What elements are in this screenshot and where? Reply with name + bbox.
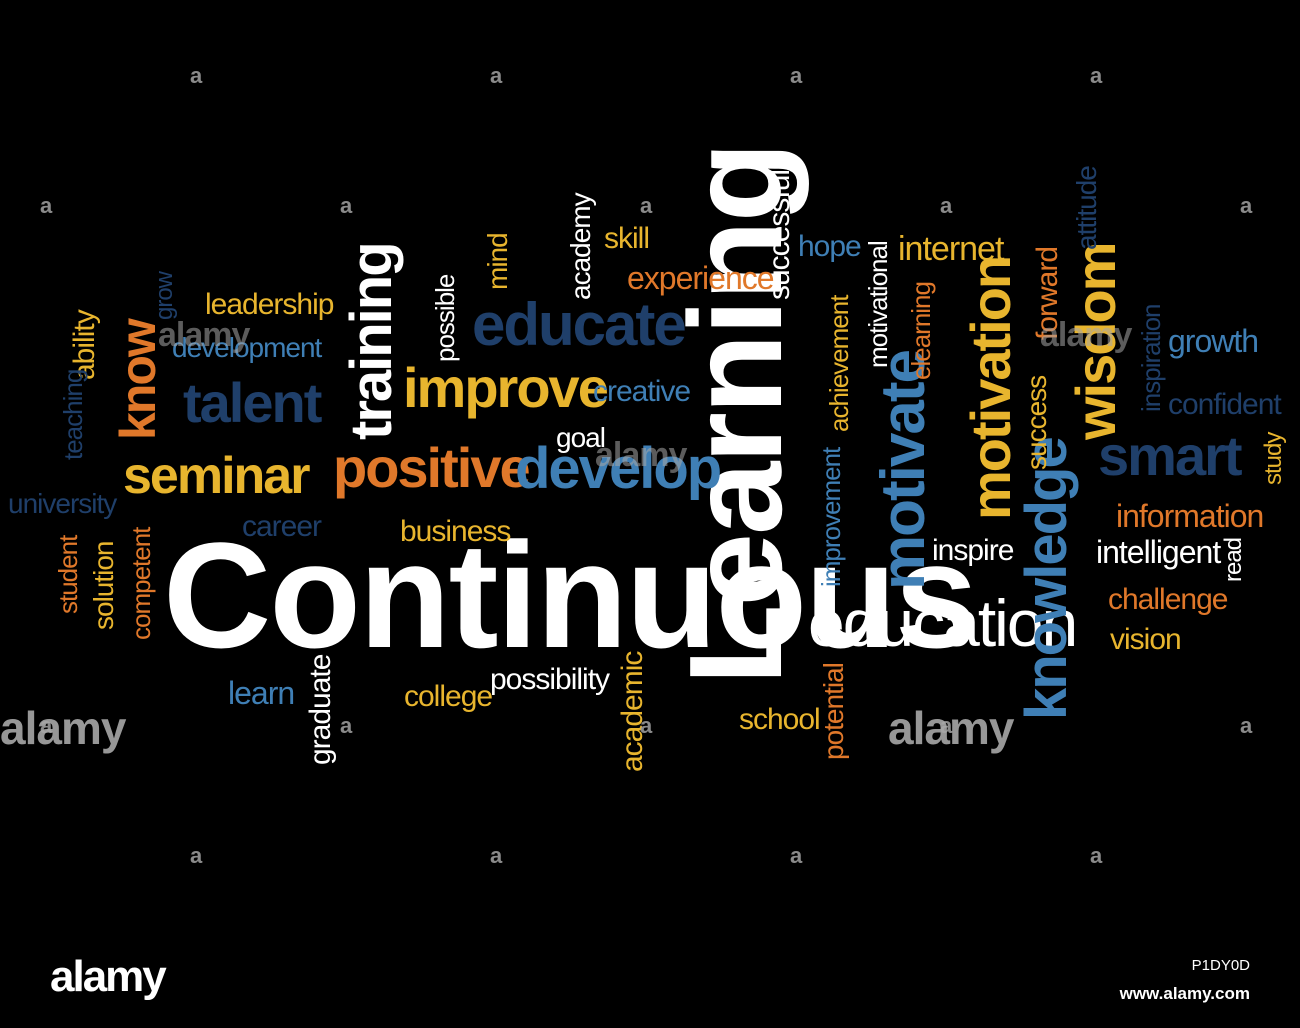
cloud-word: motivation xyxy=(959,256,1022,520)
watermark-letter: a xyxy=(940,713,953,738)
cloud-word: learn xyxy=(228,675,295,711)
cloud-word: motivate xyxy=(869,351,938,590)
cloud-word: seminar xyxy=(123,447,310,505)
cloud-word: experience xyxy=(627,260,775,296)
watermark-letter: a xyxy=(490,843,503,868)
cloud-word: vision xyxy=(1110,623,1182,656)
watermark-letter: a xyxy=(790,843,803,868)
cloud-word: challenge xyxy=(1108,583,1228,616)
cloud-word: achievement xyxy=(824,295,854,432)
cloud-word: positive xyxy=(333,436,531,499)
cloud-word: inspire xyxy=(932,534,1014,567)
watermark-letter: a xyxy=(1240,713,1253,738)
cloud-word: elearning xyxy=(906,282,936,380)
cloud-word: competent xyxy=(126,527,156,640)
cloud-word: inspiration xyxy=(1136,304,1166,412)
cloud-word: development xyxy=(172,332,322,363)
cloud-word: leadership xyxy=(205,288,334,321)
cloud-word: study xyxy=(1260,432,1287,485)
watermark-letter: a xyxy=(190,843,203,868)
cloud-word: growth xyxy=(1168,323,1259,359)
cloud-word: Continuous xyxy=(163,511,978,679)
cloud-word: solution xyxy=(88,541,119,630)
watermark-letter: a xyxy=(940,193,953,218)
watermark-letter: a xyxy=(190,63,203,88)
cloud-word: improvement xyxy=(816,447,846,587)
cloud-word: motivational xyxy=(863,241,893,368)
cloud-word: success xyxy=(1021,375,1052,470)
cloud-word: student xyxy=(53,535,83,614)
watermark-letter: a xyxy=(640,713,653,738)
cloud-word: know xyxy=(110,320,166,440)
cloud-word: educate xyxy=(472,291,687,358)
watermark-word: alamy xyxy=(888,702,1014,754)
cloud-word: education xyxy=(808,586,1078,660)
cloud-word: confident xyxy=(1168,388,1282,421)
cloud-word: smart xyxy=(1098,424,1243,487)
cloud-word: career xyxy=(242,510,322,543)
cloud-word: graduate xyxy=(304,654,337,765)
cloud-word: hope xyxy=(798,230,862,263)
cloud-word: school xyxy=(739,703,821,736)
cloud-word: university xyxy=(8,488,117,519)
watermark-word: alamy xyxy=(0,702,126,754)
image-id: P1DY0D xyxy=(1191,957,1250,974)
watermark-letter: a xyxy=(640,193,653,218)
cloud-word: business xyxy=(400,515,511,548)
cloud-word: academic xyxy=(616,651,649,772)
cloud-word: talent xyxy=(183,371,322,434)
cloud-word: possibility xyxy=(490,663,610,696)
cloud-word: improve xyxy=(403,356,609,419)
cloud-word: information xyxy=(1116,498,1264,534)
watermark-letter: a xyxy=(1240,193,1253,218)
cloud-word: teaching xyxy=(58,369,88,460)
cloud-word: develop xyxy=(515,436,722,501)
cloud-word: potential xyxy=(818,663,849,760)
cloud-word: intelligent xyxy=(1096,534,1221,570)
site-url: www.alamy.com xyxy=(1119,984,1250,1003)
watermark-letter: a xyxy=(340,193,353,218)
alamy-logo: alamy xyxy=(50,952,167,1001)
watermark-letter: a xyxy=(490,63,503,88)
cloud-word: possible xyxy=(430,274,460,362)
cloud-word: grow xyxy=(151,271,178,320)
watermark-word: alamy xyxy=(158,316,250,354)
cloud-word: read xyxy=(1220,537,1247,582)
cloud-word: goal xyxy=(556,422,606,453)
cloud-word: academy xyxy=(565,193,596,300)
cloud-word: attitude xyxy=(1071,166,1102,250)
cloud-word: college xyxy=(404,680,493,713)
watermark-letter: a xyxy=(1090,63,1103,88)
cloud-word: training xyxy=(339,243,404,440)
watermark-letter: a xyxy=(790,63,803,88)
cloud-word: skill xyxy=(604,222,650,255)
cloud-word: internet xyxy=(898,230,1004,268)
watermark-word: alamy xyxy=(1040,316,1132,354)
cloud-word: mind xyxy=(482,233,513,290)
cloud-word: creative xyxy=(593,375,691,408)
watermark-letter: a xyxy=(1090,843,1103,868)
watermark-letter: a xyxy=(40,193,53,218)
cloud-word: knowledge xyxy=(1014,438,1079,720)
watermark-letter: a xyxy=(40,713,53,738)
watermark-letter: a xyxy=(340,713,353,738)
watermark-word: alamy xyxy=(595,436,687,474)
